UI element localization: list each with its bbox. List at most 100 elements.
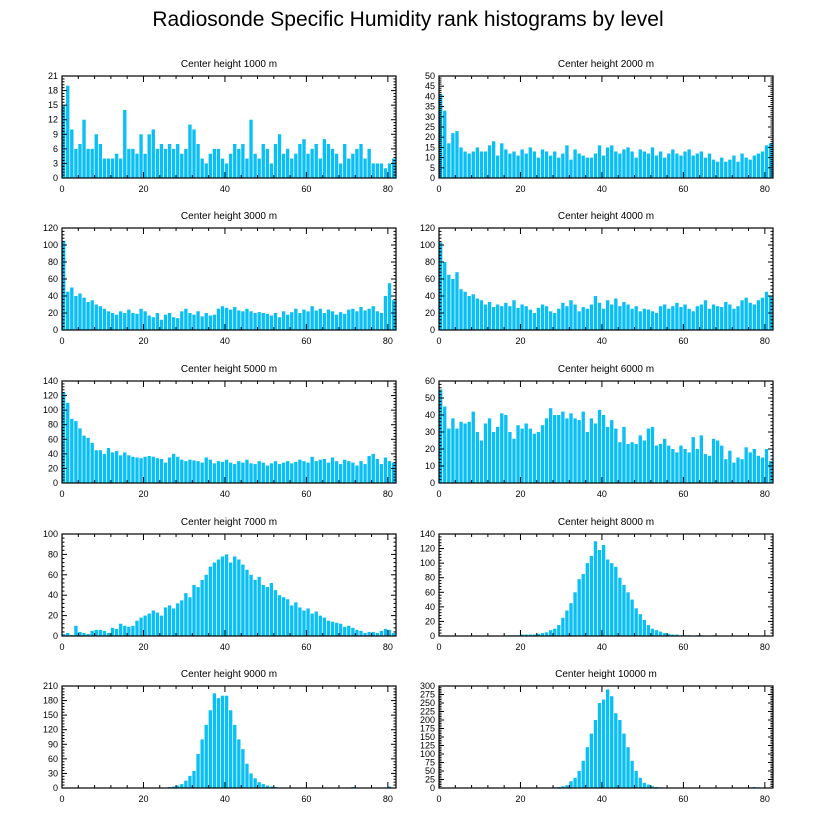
histogram-bar bbox=[281, 597, 286, 636]
histogram-bar bbox=[334, 461, 339, 483]
histogram-bar bbox=[391, 462, 396, 483]
histogram-bar bbox=[557, 308, 561, 330]
histogram-bar bbox=[347, 309, 351, 330]
histogram-bar bbox=[123, 110, 127, 178]
histogram-bar bbox=[532, 634, 537, 636]
y-tick-label: 210 bbox=[43, 681, 58, 691]
histogram-bar bbox=[520, 428, 524, 483]
histogram-bar bbox=[597, 703, 602, 788]
histogram-bar bbox=[601, 415, 606, 483]
histogram-bar bbox=[663, 633, 667, 636]
histogram-bar bbox=[387, 629, 392, 636]
x-tick-label: 60 bbox=[301, 794, 311, 804]
y-tick-label: 250 bbox=[420, 698, 435, 708]
histogram-bar bbox=[756, 300, 761, 330]
histogram-bar bbox=[711, 304, 716, 330]
histogram-bar bbox=[224, 307, 229, 330]
histogram-bar bbox=[528, 428, 532, 483]
histogram-bar bbox=[553, 628, 557, 636]
histogram-bar bbox=[532, 433, 537, 483]
histogram-bar bbox=[281, 462, 286, 483]
histogram-bar bbox=[606, 147, 610, 178]
histogram-bar bbox=[216, 461, 221, 483]
histogram-bar bbox=[200, 579, 204, 636]
histogram-bar bbox=[671, 634, 675, 636]
histogram-bar bbox=[764, 291, 769, 330]
histogram-bar bbox=[298, 607, 302, 636]
y-tick-label: 0 bbox=[430, 783, 435, 793]
histogram-bar bbox=[512, 300, 516, 330]
histogram-bar bbox=[102, 630, 107, 636]
histogram-bar bbox=[622, 301, 626, 330]
x-tick-label: 0 bbox=[436, 184, 441, 194]
x-tick-label: 40 bbox=[597, 489, 607, 499]
histogram-bar bbox=[155, 148, 160, 178]
histogram-bar bbox=[322, 139, 327, 178]
histogram-bar bbox=[573, 418, 577, 483]
histogram-bar bbox=[577, 771, 581, 788]
y-tick-label: 0 bbox=[53, 783, 58, 793]
y-tick-label: 0 bbox=[430, 478, 435, 488]
histogram-bar bbox=[159, 319, 164, 330]
histogram-bar bbox=[359, 461, 363, 483]
x-tick-label: 40 bbox=[220, 489, 230, 499]
x-tick-label: 80 bbox=[383, 642, 393, 652]
histogram-bar bbox=[724, 161, 728, 178]
histogram-bar bbox=[593, 541, 598, 636]
histogram-bar bbox=[94, 629, 98, 636]
histogram-bar bbox=[597, 409, 602, 483]
histogram-bar bbox=[455, 428, 459, 483]
histogram-bar bbox=[245, 459, 249, 483]
x-tick-label: 0 bbox=[59, 184, 64, 194]
histogram-bar bbox=[127, 626, 131, 636]
histogram-bar bbox=[565, 306, 569, 330]
histogram-bar bbox=[740, 459, 744, 483]
histogram-bar bbox=[86, 301, 90, 330]
histogram-bar bbox=[143, 456, 147, 483]
histogram-bar bbox=[504, 149, 508, 178]
histogram-bar bbox=[286, 148, 290, 178]
y-tick-label: 30 bbox=[425, 112, 435, 122]
histogram-bar bbox=[220, 556, 225, 636]
y-tick-label: 60 bbox=[425, 274, 435, 284]
histogram-bar bbox=[736, 161, 740, 178]
histogram-bar bbox=[310, 306, 314, 330]
histogram-bar bbox=[646, 309, 651, 330]
histogram-bar bbox=[237, 148, 241, 178]
histogram-bar bbox=[375, 632, 379, 636]
histogram-bar bbox=[167, 313, 172, 330]
y-tick-label: 15 bbox=[425, 142, 435, 152]
histogram-bar bbox=[102, 158, 107, 178]
histogram-bar bbox=[589, 304, 594, 330]
histogram-bar bbox=[135, 620, 139, 636]
histogram-bar bbox=[196, 587, 200, 636]
histogram-bar bbox=[363, 464, 367, 483]
histogram-bar bbox=[667, 445, 671, 483]
y-tick-label: 40 bbox=[425, 602, 435, 612]
histogram-bar bbox=[180, 311, 184, 330]
histogram-bar bbox=[229, 153, 233, 178]
histogram-bar bbox=[139, 458, 143, 483]
histogram-bar bbox=[383, 168, 388, 178]
histogram-bar bbox=[355, 148, 359, 178]
y-tick-label: 20 bbox=[425, 444, 435, 454]
y-tick-label: 15 bbox=[48, 100, 58, 110]
histogram-bar bbox=[610, 563, 614, 636]
histogram-bar bbox=[626, 592, 630, 636]
histogram-bar bbox=[269, 582, 274, 636]
histogram-bar bbox=[646, 625, 651, 636]
y-tick-label: 9 bbox=[53, 129, 58, 139]
histogram-bar bbox=[114, 450, 119, 483]
histogram-bar bbox=[277, 464, 282, 483]
histogram-bar bbox=[508, 306, 512, 330]
histogram-bar bbox=[736, 457, 740, 483]
histogram-bar bbox=[764, 145, 769, 178]
histogram-bar bbox=[102, 453, 107, 483]
histogram-bar bbox=[192, 314, 196, 330]
histogram-bar bbox=[294, 308, 298, 330]
histogram-bar bbox=[630, 442, 634, 483]
histogram-bar bbox=[310, 148, 314, 178]
histogram-bar bbox=[74, 148, 78, 178]
histogram-bar bbox=[188, 313, 192, 330]
histogram-bar bbox=[188, 597, 192, 636]
